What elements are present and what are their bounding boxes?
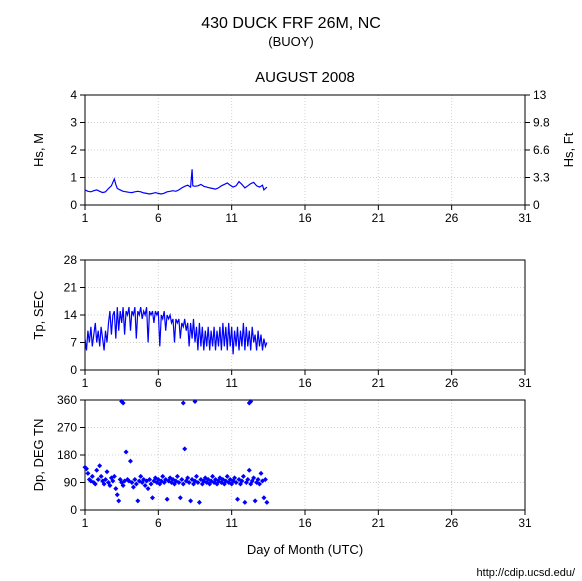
- panel-hs: 0123403.36.69.813Hs, Ft161116212631Hs, M: [31, 88, 576, 225]
- scatter-point: [261, 495, 266, 500]
- xtick-label: 26: [445, 211, 459, 225]
- ytick-label: 28: [64, 253, 78, 267]
- y2tick-label: 3.3: [533, 171, 550, 185]
- scatter-point: [194, 474, 199, 479]
- panel-dp: 090180270360161116212631Dp, DEG TN: [31, 393, 532, 530]
- scatter-point: [178, 495, 183, 500]
- y2-label: Hs, Ft: [561, 132, 576, 167]
- scatter-point: [128, 459, 133, 464]
- series-line: [85, 169, 267, 194]
- scatter-point: [247, 468, 252, 473]
- ytick-label: 0: [70, 363, 77, 377]
- scatter-point: [241, 474, 246, 479]
- subtitle: (BUOY): [268, 34, 314, 49]
- y-label: Dp, DEG TN: [31, 419, 46, 492]
- xtick-label: 16: [298, 211, 312, 225]
- y2tick-label: 6.6: [533, 143, 550, 157]
- xtick-label: 11: [225, 211, 238, 225]
- xtick-label: 6: [155, 211, 162, 225]
- main-title: 430 DUCK FRF 26M, NC: [201, 15, 381, 32]
- ytick-label: 4: [70, 88, 77, 102]
- ytick-label: 270: [57, 421, 77, 435]
- y2tick-label: 13: [533, 88, 547, 102]
- scatter-point: [235, 497, 240, 502]
- xtick-label: 1: [82, 211, 89, 225]
- xtick-label: 6: [155, 376, 162, 390]
- y2tick-label: 9.8: [533, 116, 550, 130]
- y-label: Tp, SEC: [31, 290, 46, 339]
- xtick-label: 26: [445, 516, 459, 530]
- scatter-point: [182, 446, 187, 451]
- scatter-point: [188, 498, 193, 503]
- ytick-label: 0: [70, 198, 77, 212]
- ytick-label: 7: [70, 336, 77, 350]
- scatter-point: [197, 500, 202, 505]
- ytick-label: 3: [70, 116, 77, 130]
- y2tick-label: 0: [533, 198, 540, 212]
- xtick-label: 11: [225, 516, 238, 530]
- scatter-point: [242, 500, 247, 505]
- scatter-point: [105, 469, 110, 474]
- xtick-label: 31: [518, 516, 532, 530]
- scatter-point: [181, 401, 186, 406]
- xtick-label: 26: [445, 376, 459, 390]
- xtick-label: 31: [518, 211, 532, 225]
- ytick-label: 2: [70, 143, 77, 157]
- xtick-label: 11: [225, 376, 238, 390]
- ytick-label: 14: [64, 308, 78, 322]
- xtick-label: 1: [82, 516, 89, 530]
- scatter-point: [113, 486, 118, 491]
- xtick-label: 16: [298, 516, 312, 530]
- scatter-point: [135, 498, 140, 503]
- ytick-label: 1: [70, 171, 77, 185]
- x-axis-label: Day of Month (UTC): [247, 542, 363, 557]
- scatter-point: [94, 468, 99, 473]
- scatter-point: [259, 471, 264, 476]
- scatter-point: [165, 497, 170, 502]
- ytick-label: 180: [57, 448, 77, 462]
- xtick-label: 21: [372, 516, 386, 530]
- ytick-label: 21: [64, 281, 78, 295]
- xtick-label: 21: [372, 376, 386, 390]
- scatter-point: [150, 495, 155, 500]
- ytick-label: 0: [70, 503, 77, 517]
- month-title: AUGUST 2008: [255, 69, 355, 86]
- series-line: [85, 307, 267, 354]
- scatter-point: [253, 498, 258, 503]
- scatter-point: [115, 492, 120, 497]
- scatter-point: [85, 471, 90, 476]
- ytick-label: 90: [64, 476, 78, 490]
- xtick-label: 21: [372, 211, 386, 225]
- y-label: Hs, M: [31, 133, 46, 167]
- scatter-point: [175, 474, 180, 479]
- footer-url: http://cdip.ucsd.edu/: [477, 567, 576, 579]
- xtick-label: 6: [155, 516, 162, 530]
- xtick-label: 31: [518, 376, 532, 390]
- ytick-label: 360: [57, 393, 77, 407]
- scatter-point: [124, 449, 129, 454]
- chart-svg: 430 DUCK FRF 26M, NC(BUOY)AUGUST 2008012…: [0, 0, 582, 581]
- scatter-point: [97, 463, 102, 468]
- panel-tp: 07142128161116212631Tp, SEC: [31, 253, 532, 390]
- scatter-point: [116, 498, 121, 503]
- xtick-label: 1: [82, 376, 89, 390]
- xtick-label: 16: [298, 376, 312, 390]
- scatter-point: [264, 500, 269, 505]
